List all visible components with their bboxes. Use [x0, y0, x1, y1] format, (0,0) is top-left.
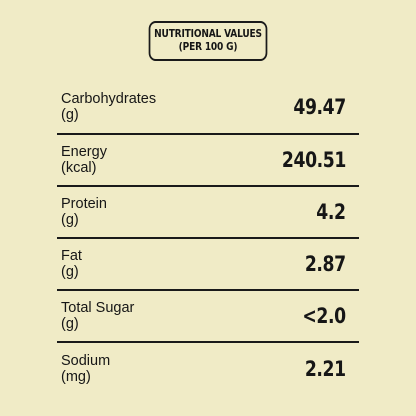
nutrient-unit: (g) — [61, 106, 79, 123]
nutrient-row-protein: Protein (g) 4.2 — [57, 187, 359, 239]
nutrient-label: Fat (g) — [57, 248, 82, 280]
nutrient-unit: (mg) — [61, 369, 91, 385]
nutrient-label: Sodium (mg) — [57, 353, 110, 385]
nutrient-row-carbohydrates: Carbohydrates (g) 49.47 — [57, 80, 359, 135]
nutrient-label: Total Sugar (g) — [57, 300, 134, 332]
header-title: NUTRITIONAL VALUES — [154, 28, 262, 40]
nutrient-name: Energy — [61, 144, 107, 160]
header-subtitle: (PER 100 G) — [178, 41, 238, 53]
nutrient-name: Protein — [61, 196, 107, 212]
nutrient-label: Protein (g) — [57, 196, 107, 228]
nutrient-unit: (kcal) — [61, 160, 97, 176]
nutrient-name: Sodium — [61, 353, 111, 369]
nutrient-row-total-sugar: Total Sugar (g) <2.0 — [57, 291, 359, 343]
nutrient-row-fat: Fat (g) 2.87 — [57, 239, 359, 291]
nutrient-name: Total Sugar — [61, 300, 135, 316]
nutrient-value: 4.2 — [316, 200, 347, 224]
nutrient-value: <2.0 — [302, 304, 347, 328]
nutrition-header-box: NUTRITIONAL VALUES (PER 100 G) — [148, 21, 268, 61]
nutrient-unit: (g) — [61, 212, 79, 228]
nutrient-label: Carbohydrates (g) — [57, 91, 156, 123]
nutrient-name: Carbohydrates — [61, 90, 157, 107]
nutrient-value: 2.87 — [305, 252, 346, 276]
nutrient-value: 240.51 — [281, 148, 346, 172]
nutrient-row-energy: Energy (kcal) 240.51 — [57, 135, 359, 187]
nutrient-row-sodium: Sodium (mg) 2.21 — [57, 343, 359, 395]
nutrient-name: Fat — [61, 248, 82, 264]
nutrient-value: 49.47 — [293, 94, 346, 119]
nutrient-unit: (g) — [61, 316, 79, 332]
nutrition-table: Carbohydrates (g) 49.47 Energy (kcal) 24… — [57, 80, 359, 395]
nutrient-unit: (g) — [61, 264, 79, 280]
nutrient-label: Energy (kcal) — [57, 144, 107, 176]
nutrient-value: 2.21 — [305, 357, 346, 381]
